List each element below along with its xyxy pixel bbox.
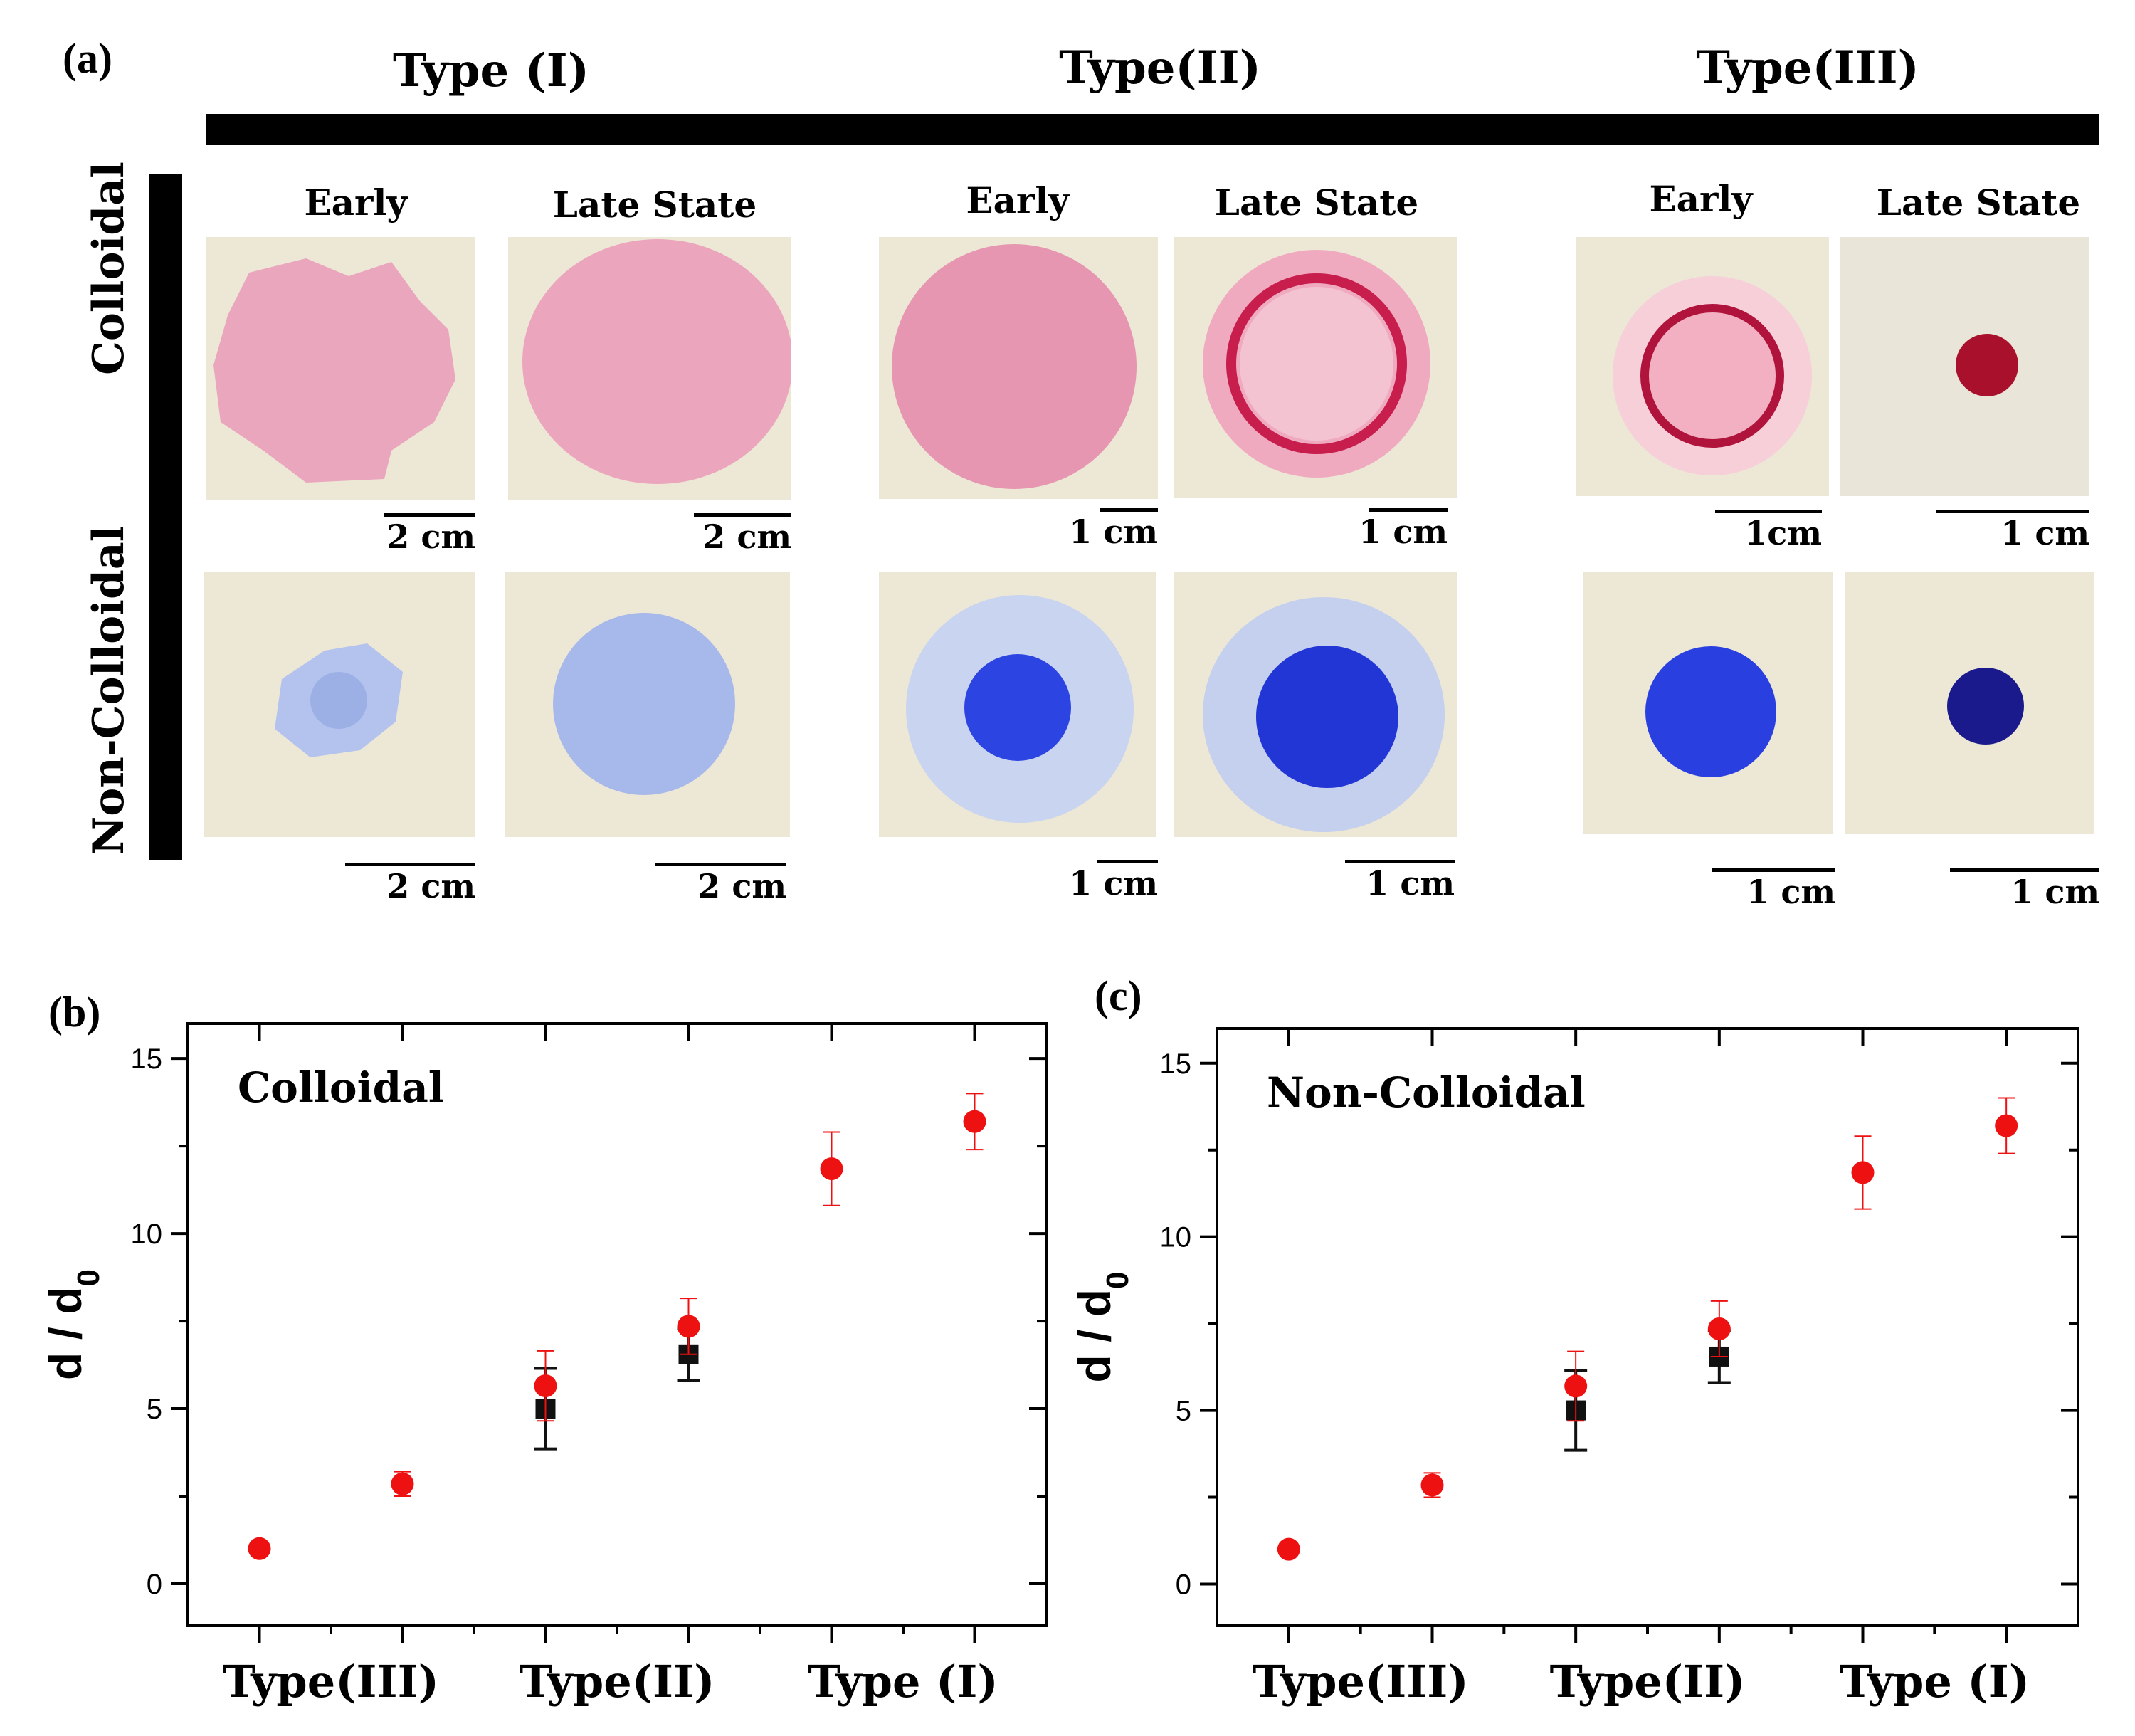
plot-frame [186, 1022, 1048, 1627]
type-header-1: Type (I) [392, 44, 590, 98]
y-tick-label: 10 [131, 1219, 163, 1250]
scale-noncolloidal-5: 1 cm [1712, 868, 1835, 911]
y-tick-label: 5 [1176, 1396, 1191, 1427]
panel-label-c: (c) [1095, 972, 1142, 1019]
data-point-circle [963, 1110, 986, 1133]
photo-colloidal-type1-late [508, 237, 793, 500]
x-tick-label: Type(II) [520, 1656, 715, 1708]
photo-noncolloidal-type3-early [1583, 572, 1833, 834]
data-point-circle [248, 1537, 271, 1560]
photo-noncolloidal-type3-late [1845, 572, 2094, 834]
photo-noncolloidal-type1-late [505, 572, 790, 837]
panel-label-b: (b) [48, 989, 101, 1036]
data-point-circle [677, 1315, 700, 1338]
panel-label-a: (a) [63, 35, 112, 82]
chart-non-colloidal: 0 5 10 15 Type(III) Type(II) Type (I) d / d0 Non… [1069, 1027, 2079, 1708]
scale-colloidal-5: 1cm [1715, 510, 1822, 552]
data-point-circle [1277, 1537, 1300, 1561]
label-early-1: Early [304, 182, 408, 223]
scale-noncolloidal-3: 1 cm [1064, 860, 1158, 903]
y-tick-label: 0 [1176, 1569, 1191, 1600]
scale-text: 2 cm [697, 867, 786, 905]
scale-colloidal-4: 1 cm [1352, 508, 1448, 551]
scale-text: 1 cm [2000, 514, 2089, 552]
photo-colloidal-type2-late [1174, 237, 1457, 498]
scale-text: 1 cm [1359, 512, 1448, 551]
photo-colloidal-type1-early [206, 237, 475, 500]
scale-text: 1 cm [1069, 864, 1158, 903]
scale-colloidal-1: 2 cm [384, 513, 475, 556]
data-point-circle [1564, 1374, 1588, 1398]
scale-noncolloidal-4: 1 cm [1345, 860, 1455, 903]
header-bar [206, 114, 2099, 145]
x-tick-label: Type (I) [1840, 1656, 2030, 1708]
data-point-circle [1851, 1161, 1875, 1184]
scale-text: 2 cm [386, 867, 475, 905]
label-late-3: Late State [1876, 182, 2081, 223]
data-point-circle [391, 1472, 414, 1495]
scale-text: 1 cm [1366, 864, 1455, 903]
y-tick-label: 15 [1160, 1048, 1192, 1080]
x-tick-label: Type (I) [808, 1656, 998, 1708]
photo-noncolloidal-type2-late [1174, 572, 1457, 837]
y-tick-label: 0 [147, 1569, 162, 1600]
data-point-circle [1707, 1317, 1731, 1340]
y-axis-label: d / d0 [40, 1269, 106, 1380]
scale-text: 2 cm [386, 517, 475, 556]
scale-noncolloidal-1: 2 cm [345, 863, 475, 905]
scale-text: 1 cm [1746, 873, 1835, 911]
label-early-2: Early [966, 179, 1070, 221]
scale-noncolloidal-6: 1 cm [1950, 868, 2099, 911]
plot-frame [1216, 1027, 2079, 1627]
scale-text: 2 cm [702, 517, 791, 556]
scale-text: 1cm [1744, 514, 1822, 552]
scale-colloidal-6: 1 cm [1936, 510, 2089, 552]
y-tick-label: 5 [147, 1394, 162, 1425]
chart-colloidal: 0 5 10 15 Type(III) Type(II) Type (I) d / d0 Col… [40, 1022, 1048, 1708]
label-early-3: Early [1649, 178, 1753, 220]
x-tick-label: Type(III) [223, 1656, 439, 1708]
x-tick-label: Type(II) [1550, 1656, 1746, 1708]
x-tick-label: Type(III) [1253, 1656, 1469, 1708]
photo-noncolloidal-type1-early [204, 572, 475, 837]
y-tick-label: 10 [1160, 1222, 1192, 1253]
data-point-circle [820, 1157, 843, 1181]
data-point-circle [1420, 1473, 1444, 1497]
scale-colloidal-2: 2 cm [694, 513, 791, 556]
type-header-3: Type(III) [1696, 41, 1919, 95]
side-bar [149, 174, 182, 860]
y-tick-label: 15 [131, 1043, 163, 1075]
plot-inner-title: Colloidal [238, 1063, 444, 1112]
plot-inner-title: Non-Colloidal [1267, 1068, 1586, 1117]
data-point-circle [1995, 1114, 2018, 1137]
photo-colloidal-type3-late [1840, 237, 2089, 496]
label-late-1: Late State [552, 184, 757, 226]
row-label-colloidal: Colloidal [84, 162, 134, 375]
scale-text: 1 cm [1069, 512, 1158, 551]
scale-text: 1 cm [2010, 873, 2099, 911]
y-axis-label: d / d0 [1069, 1271, 1135, 1382]
type-header-2: Type(II) [1059, 41, 1261, 95]
row-label-non-colloidal: Non-Colloidal [84, 525, 134, 856]
scale-colloidal-3: 1 cm [1064, 508, 1158, 551]
photo-colloidal-type2-early [879, 237, 1158, 499]
photo-noncolloidal-type2-early [879, 572, 1156, 837]
scale-noncolloidal-2: 2 cm [655, 863, 786, 905]
label-late-2: Late State [1214, 182, 1419, 223]
data-point-circle [534, 1374, 557, 1398]
photo-colloidal-type3-early [1576, 237, 1829, 496]
